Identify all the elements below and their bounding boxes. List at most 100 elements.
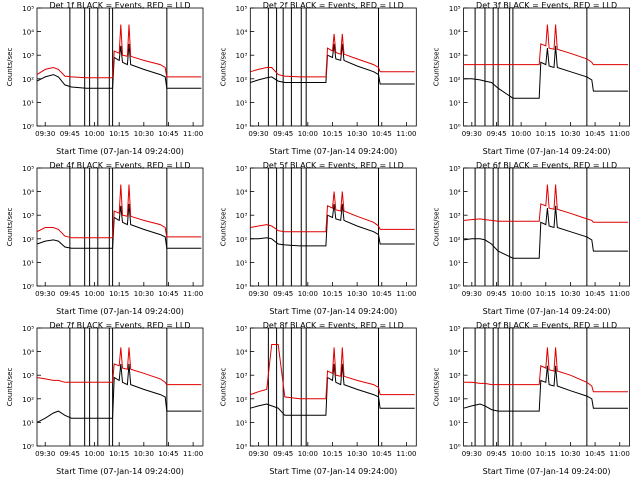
x-tick-label: 09:30 <box>462 450 482 458</box>
x-axis-label: Start Time (07-Jan-14 09:24:00) <box>483 307 611 316</box>
x-tick-label: 10:45 <box>585 450 605 458</box>
plot-frame <box>249 167 417 287</box>
y-tick-label: 10³ <box>22 372 34 380</box>
x-tick-label: 09:30 <box>35 130 55 138</box>
x-tick-label: 10:45 <box>372 130 392 138</box>
y-axis-label: Counts/sec <box>6 48 14 87</box>
x-tick-label: 10:00 <box>511 450 531 458</box>
x-tick-label: 09:45 <box>273 130 293 138</box>
x-tick-label: 10:00 <box>511 130 531 138</box>
y-tick-label: 10¹ <box>22 259 34 267</box>
series-line <box>36 24 202 79</box>
plot-frame <box>249 7 417 127</box>
x-axis-label: Start Time (07-Jan-14 09:24:00) <box>483 467 611 476</box>
x-tick-label: 10:45 <box>372 290 392 298</box>
plot-frame <box>36 327 204 447</box>
x-tick-label: 10:15 <box>109 450 129 458</box>
y-tick-label: 10¹ <box>22 419 34 427</box>
y-tick-label: 10⁴ <box>449 349 461 357</box>
x-tick-label: 10:15 <box>109 130 129 138</box>
x-tick-label: 09:30 <box>35 290 55 298</box>
x-tick-label: 09:30 <box>462 290 482 298</box>
y-tick-label: 10⁰ <box>22 283 34 291</box>
y-tick-label: 10³ <box>449 212 461 220</box>
y-tick-label: 10³ <box>449 52 461 60</box>
x-tick-label: 09:45 <box>273 450 293 458</box>
x-tick-label: 10:00 <box>298 130 318 138</box>
x-axis-label: Start Time (07-Jan-14 09:24:00) <box>56 307 184 316</box>
x-tick-label: 10:30 <box>347 290 367 298</box>
series-line <box>250 344 415 400</box>
chart-title: Det 8f BLACK = Events, RED = LLD <box>263 321 404 330</box>
plot-frame <box>463 327 631 447</box>
y-tick-label: 10¹ <box>449 419 461 427</box>
x-tick-label: 09:45 <box>273 290 293 298</box>
plot-frame <box>36 167 204 287</box>
x-axis-label: Start Time (07-Jan-14 09:24:00) <box>483 147 611 156</box>
series-line <box>250 363 415 416</box>
x-tick-label: 10:00 <box>84 290 104 298</box>
chart-title: Det 4f BLACK = Events, RED = LLD <box>49 161 190 170</box>
y-tick-label: 10⁰ <box>236 443 248 451</box>
x-tick-label: 09:45 <box>60 130 80 138</box>
y-tick-label: 10¹ <box>449 259 461 267</box>
y-tick-label: 10² <box>22 396 34 404</box>
y-tick-label: 10⁰ <box>449 283 461 291</box>
y-tick-label: 10² <box>22 236 34 244</box>
series-line <box>36 347 202 386</box>
x-tick-label: 10:15 <box>109 290 129 298</box>
y-tick-label: 10⁰ <box>236 283 248 291</box>
y-tick-label: 10⁵ <box>22 325 34 333</box>
x-tick-label: 10:45 <box>372 450 392 458</box>
y-tick-label: 10² <box>449 236 461 244</box>
y-tick-label: 10⁵ <box>22 5 34 13</box>
x-tick-label: 09:45 <box>60 290 80 298</box>
plot-frame <box>463 167 631 287</box>
chart-title: Det 5f BLACK = Events, RED = LLD <box>263 161 404 170</box>
x-tick-label: 10:00 <box>298 290 318 298</box>
y-tick-label: 10⁵ <box>236 165 248 173</box>
y-tick-label: 10² <box>22 76 34 84</box>
chart-title: Det 2f BLACK = Events, RED = LLD <box>263 1 404 10</box>
chart-title: Det 6f BLACK = Events, RED = LLD <box>476 161 617 170</box>
plot-frame <box>249 327 417 447</box>
x-tick-label: 09:30 <box>35 450 55 458</box>
x-tick-label: 09:45 <box>486 290 506 298</box>
y-tick-label: 10⁵ <box>236 5 248 13</box>
y-tick-label: 10³ <box>22 212 34 220</box>
y-tick-label: 10² <box>236 396 248 404</box>
y-axis-label: Counts/sec <box>433 48 441 87</box>
x-tick-label: 10:45 <box>158 130 178 138</box>
plot-frame <box>36 7 204 127</box>
x-tick-label: 09:45 <box>60 450 80 458</box>
y-tick-label: 10⁴ <box>236 349 248 357</box>
x-tick-label: 10:15 <box>536 450 556 458</box>
x-tick-label: 11:00 <box>183 130 203 138</box>
y-tick-label: 10⁴ <box>22 349 34 357</box>
x-tick-label: 10:45 <box>158 450 178 458</box>
y-tick-label: 10⁴ <box>22 29 34 37</box>
chart-panel: 10⁰ 10¹ 10² 10³ 10⁴ 10⁵ 09:30 09:45 10:00 10:15 10… <box>6 1 204 156</box>
series-line <box>250 191 415 233</box>
y-tick-label: 10⁴ <box>22 189 34 197</box>
x-tick-label: 11:00 <box>183 450 203 458</box>
series-line <box>463 205 629 259</box>
series-line <box>250 203 415 247</box>
x-tick-label: 09:45 <box>486 450 506 458</box>
y-axis-label: Counts/sec <box>6 368 14 407</box>
series-line <box>463 365 629 412</box>
series-line <box>463 24 629 66</box>
x-tick-label: 10:15 <box>536 290 556 298</box>
y-axis-label: Counts/sec <box>6 208 14 247</box>
y-tick-label: 10¹ <box>22 99 34 107</box>
chart-panel: 10⁰ 10¹ 10² 10³ 10⁴ 10⁵ 09:30 09:45 10:00 10:15 10… <box>219 1 417 156</box>
series-line <box>463 184 629 223</box>
y-tick-label: 10² <box>449 76 461 84</box>
y-tick-label: 10⁵ <box>449 5 461 13</box>
y-tick-label: 10³ <box>236 52 248 60</box>
x-tick-label: 11:00 <box>396 450 416 458</box>
y-tick-label: 10⁵ <box>449 325 461 333</box>
series-line <box>36 203 202 249</box>
x-tick-label: 10:30 <box>347 130 367 138</box>
